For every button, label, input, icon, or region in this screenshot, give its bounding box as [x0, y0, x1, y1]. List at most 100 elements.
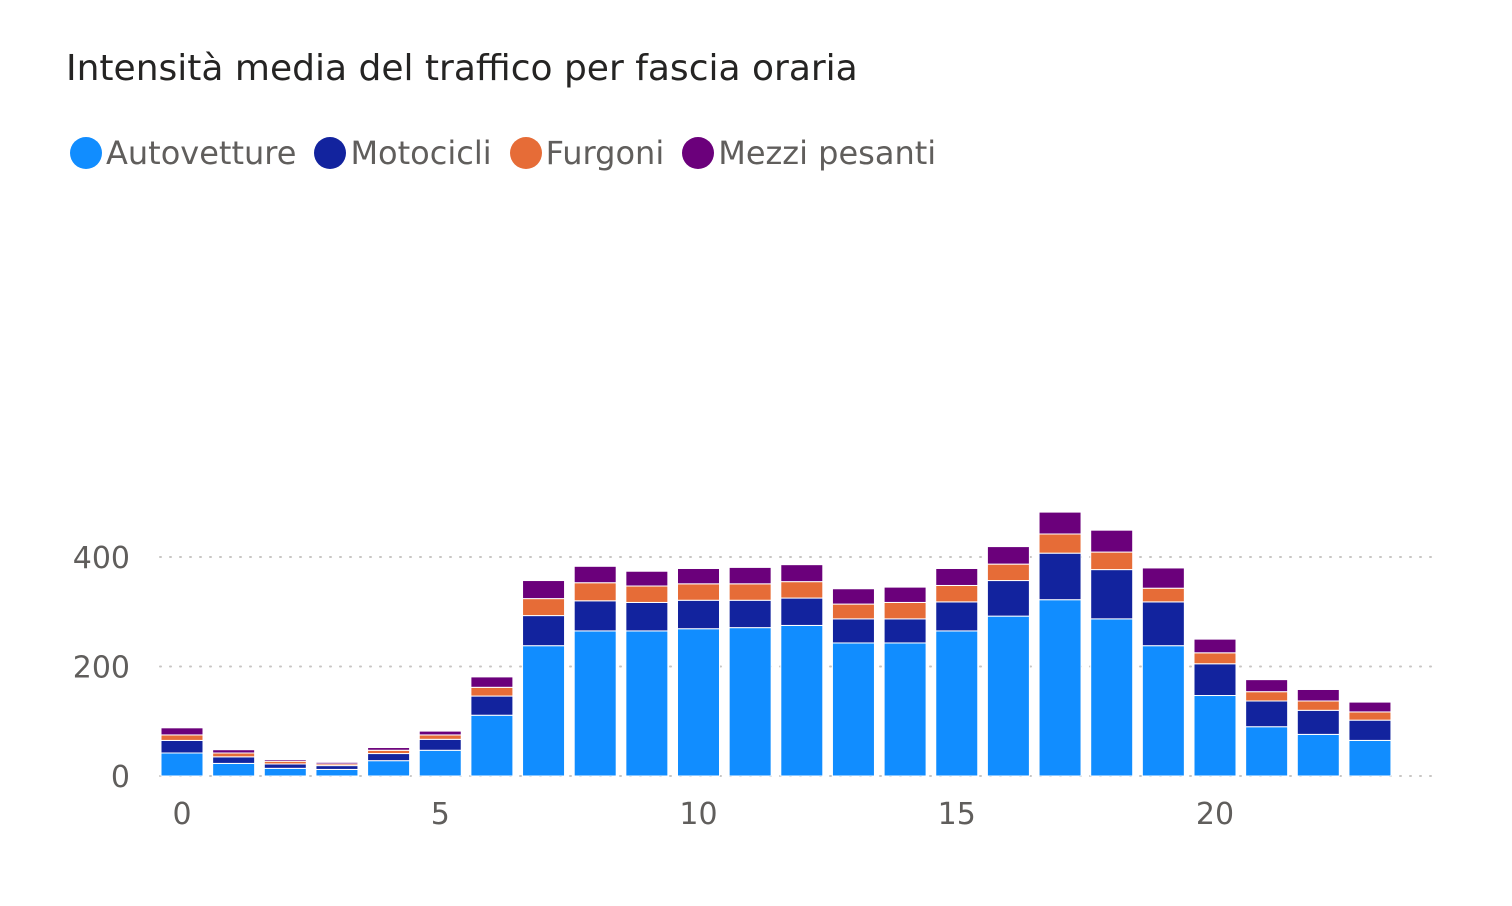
- bar-motocicli-hour-19[interactable]: [1141, 601, 1185, 647]
- bar-motocicli-hour-0[interactable]: [160, 739, 204, 754]
- bar-autovetture-hour-12[interactable]: [780, 624, 824, 777]
- bar-autovetture-hour-14[interactable]: [883, 642, 927, 777]
- bar-mezzi-pesanti-hour-18[interactable]: [1090, 529, 1134, 553]
- bar-mezzi-pesanti-hour-20[interactable]: [1193, 638, 1237, 654]
- bar-mezzi-pesanti-hour-14[interactable]: [883, 586, 927, 603]
- bar-autovetture-hour-20[interactable]: [1193, 695, 1237, 777]
- bar-furgoni-hour-10[interactable]: [677, 583, 720, 601]
- bar-furgoni-hour-23[interactable]: [1348, 711, 1392, 721]
- bar-mezzi-pesanti-hour-2[interactable]: [263, 759, 307, 762]
- bar-mezzi-pesanti-hour-7[interactable]: [522, 580, 566, 600]
- bar-furgoni-hour-21[interactable]: [1245, 691, 1289, 702]
- bar-mezzi-pesanti-hour-17[interactable]: [1038, 511, 1082, 535]
- bar-autovetture-hour-16[interactable]: [986, 615, 1030, 777]
- bar-motocicli-hour-3[interactable]: [315, 765, 359, 770]
- bar-autovetture-hour-1[interactable]: [212, 762, 256, 777]
- bar-furgoni-hour-17[interactable]: [1038, 533, 1082, 554]
- bar-motocicli-hour-4[interactable]: [367, 753, 411, 762]
- bar-furgoni-hour-18[interactable]: [1090, 551, 1134, 571]
- bar-motocicli-hour-22[interactable]: [1296, 709, 1340, 735]
- bar-motocicli-hour-17[interactable]: [1038, 552, 1082, 601]
- bar-mezzi-pesanti-hour-6[interactable]: [470, 676, 514, 688]
- bar-mezzi-pesanti-hour-19[interactable]: [1141, 567, 1185, 589]
- bar-autovetture-hour-6[interactable]: [470, 714, 514, 777]
- bar-furgoni-hour-13[interactable]: [831, 603, 875, 620]
- bar-motocicli-hour-21[interactable]: [1245, 700, 1289, 728]
- bar-autovetture-hour-2[interactable]: [263, 767, 307, 777]
- bar-autovetture-hour-21[interactable]: [1245, 726, 1289, 777]
- bar-motocicli-hour-6[interactable]: [470, 695, 514, 716]
- bar-motocicli-hour-5[interactable]: [418, 738, 462, 751]
- bar-autovetture-hour-13[interactable]: [831, 642, 875, 777]
- bar-autovetture-hour-18[interactable]: [1090, 618, 1134, 777]
- bar-motocicli-hour-23[interactable]: [1348, 719, 1392, 741]
- bar-autovetture-hour-15[interactable]: [935, 630, 979, 777]
- bar-mezzi-pesanti-hour-3[interactable]: [315, 761, 359, 765]
- bar-motocicli-hour-2[interactable]: [263, 763, 307, 769]
- bar-motocicli-hour-1[interactable]: [212, 756, 256, 764]
- bar-furgoni-hour-19[interactable]: [1141, 587, 1185, 603]
- bar-motocicli-hour-13[interactable]: [831, 618, 875, 644]
- bar-furgoni-hour-7[interactable]: [522, 598, 566, 617]
- bar-stack-hour-23: [1348, 701, 1392, 777]
- bar-autovetture-hour-0[interactable]: [160, 752, 204, 777]
- bar-mezzi-pesanti-hour-15[interactable]: [935, 567, 979, 586]
- bar-mezzi-pesanti-hour-11[interactable]: [728, 566, 772, 585]
- bar-furgoni-hour-11[interactable]: [728, 583, 772, 601]
- bar-mezzi-pesanti-hour-22[interactable]: [1296, 688, 1340, 702]
- legend[interactable]: Autovetture Motocicli Furgoni Mezzi pesanti: [70, 134, 954, 172]
- bar-mezzi-pesanti-hour-10[interactable]: [677, 567, 720, 585]
- bar-furgoni-hour-22[interactable]: [1296, 700, 1340, 711]
- bar-motocicli-hour-7[interactable]: [522, 615, 566, 647]
- bar-autovetture-hour-10[interactable]: [677, 628, 720, 777]
- bar-furgoni-hour-6[interactable]: [470, 686, 514, 697]
- bar-motocicli-hour-10[interactable]: [677, 599, 720, 630]
- legend-item-furgoni[interactable]: Furgoni: [509, 134, 664, 172]
- bar-furgoni-hour-0[interactable]: [160, 734, 204, 741]
- bar-autovetture-hour-19[interactable]: [1141, 645, 1185, 777]
- bar-furgoni-hour-5[interactable]: [418, 734, 462, 740]
- bar-mezzi-pesanti-hour-8[interactable]: [573, 565, 617, 584]
- bar-autovetture-hour-3[interactable]: [315, 768, 359, 777]
- bar-motocicli-hour-11[interactable]: [728, 599, 772, 629]
- bar-mezzi-pesanti-hour-5[interactable]: [418, 730, 462, 736]
- bar-furgoni-hour-15[interactable]: [935, 584, 979, 603]
- bar-motocicli-hour-12[interactable]: [780, 597, 824, 626]
- bar-furgoni-hour-8[interactable]: [573, 582, 617, 602]
- bar-furgoni-hour-16[interactable]: [986, 563, 1030, 582]
- bar-stack-hour-10: [677, 567, 720, 777]
- bar-motocicli-hour-9[interactable]: [625, 601, 669, 632]
- bar-autovetture-hour-17[interactable]: [1038, 599, 1082, 777]
- bar-furgoni-hour-12[interactable]: [780, 581, 824, 599]
- bar-autovetture-hour-4[interactable]: [367, 760, 411, 777]
- bar-autovetture-hour-7[interactable]: [522, 645, 566, 777]
- bar-mezzi-pesanti-hour-1[interactable]: [212, 749, 256, 754]
- bar-motocicli-hour-16[interactable]: [986, 580, 1030, 617]
- bar-motocicli-hour-8[interactable]: [573, 600, 617, 632]
- bar-autovetture-hour-11[interactable]: [728, 627, 772, 777]
- bar-motocicli-hour-18[interactable]: [1090, 569, 1134, 620]
- bar-mezzi-pesanti-hour-16[interactable]: [986, 546, 1030, 565]
- legend-item-mezzi-pesanti[interactable]: Mezzi pesanti: [682, 134, 936, 172]
- bar-autovetture-hour-8[interactable]: [573, 630, 617, 777]
- bar-mezzi-pesanti-hour-23[interactable]: [1348, 701, 1392, 713]
- bar-motocicli-hour-20[interactable]: [1193, 663, 1237, 697]
- bar-furgoni-hour-9[interactable]: [625, 585, 669, 603]
- bar-mezzi-pesanti-hour-4[interactable]: [367, 747, 411, 751]
- bar-autovetture-hour-23[interactable]: [1348, 739, 1392, 777]
- bar-furgoni-hour-20[interactable]: [1193, 652, 1237, 665]
- bar-mezzi-pesanti-hour-9[interactable]: [625, 570, 669, 587]
- legend-item-motocicli[interactable]: Motocicli: [314, 134, 492, 172]
- bar-autovetture-hour-22[interactable]: [1296, 733, 1340, 777]
- bar-motocicli-hour-15[interactable]: [935, 601, 979, 632]
- bar-autovetture-hour-9[interactable]: [625, 630, 669, 777]
- bar-motocicli-hour-14[interactable]: [883, 618, 927, 644]
- bar-furgoni-hour-14[interactable]: [883, 601, 927, 620]
- bar-mezzi-pesanti-hour-13[interactable]: [831, 588, 875, 605]
- bar-mezzi-pesanti-hour-21[interactable]: [1245, 679, 1289, 693]
- bar-mezzi-pesanti-hour-0[interactable]: [160, 727, 204, 736]
- legend-item-autovetture[interactable]: Autovetture: [70, 134, 296, 172]
- bar-mezzi-pesanti-hour-12[interactable]: [780, 564, 824, 583]
- bar-autovetture-hour-5[interactable]: [418, 749, 462, 777]
- bar-furgoni-hour-1[interactable]: [212, 752, 256, 758]
